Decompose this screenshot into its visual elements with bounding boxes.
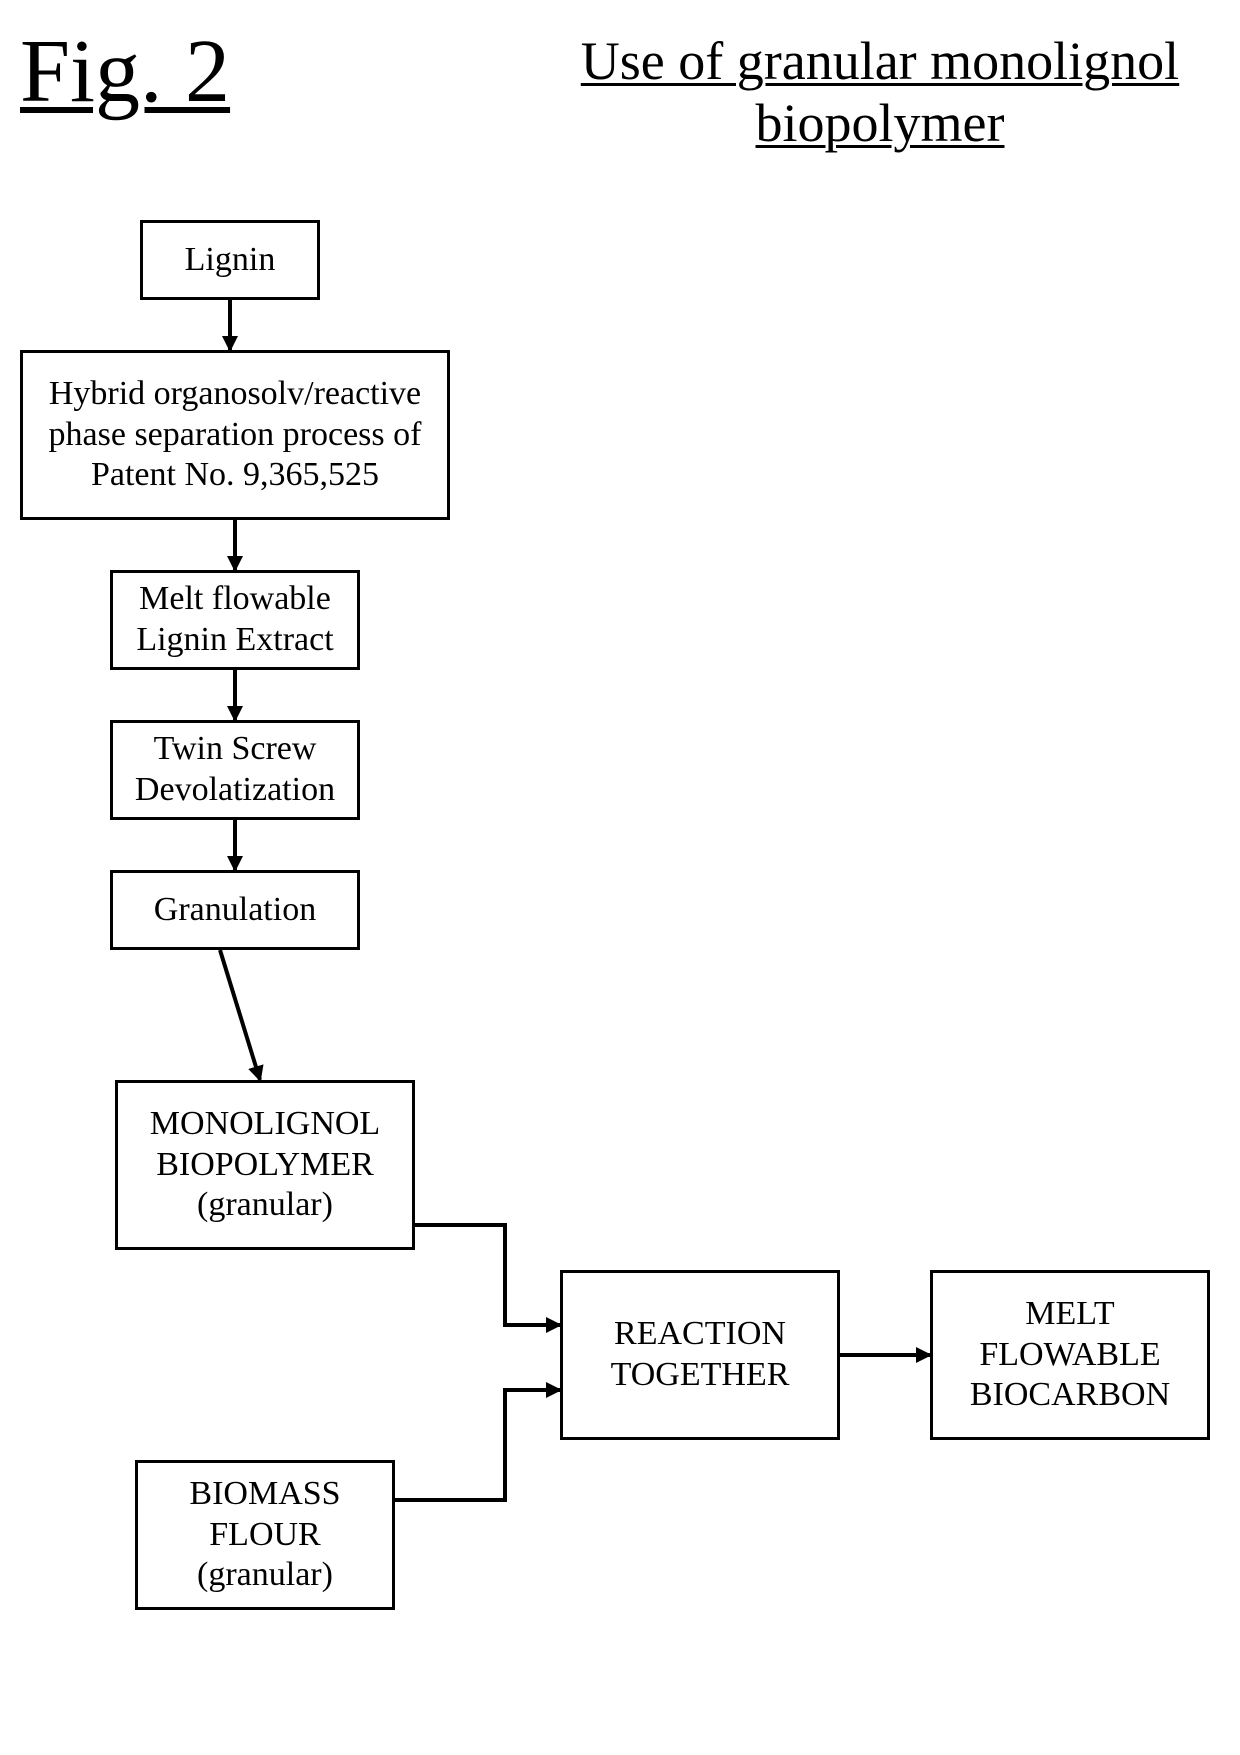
flowchart-node-monolignol: MONOLIGNOL BIOPOLYMER (granular) xyxy=(115,1080,415,1250)
flowchart-node-lignin: Lignin xyxy=(140,220,320,300)
edge-monolignol-to-reaction xyxy=(415,1225,560,1325)
flowchart-node-biocarbon: MELT FLOWABLE BIOCARBON xyxy=(930,1270,1210,1440)
flowchart-node-melt: Melt flowable Lignin Extract xyxy=(110,570,360,670)
edge-biomass-to-reaction xyxy=(395,1390,560,1500)
figure-title: Use of granular monolignol biopolymer xyxy=(520,30,1240,154)
flowchart-node-granulation: Granulation xyxy=(110,870,360,950)
flowchart-node-twin: Twin Screw Devolatization xyxy=(110,720,360,820)
figure-label: Fig. 2 xyxy=(20,20,230,123)
flowchart-node-biomass: BIOMASS FLOUR (granular) xyxy=(135,1460,395,1610)
edge-granulation-to-monolignol xyxy=(220,950,260,1080)
flowchart-node-process: Hybrid organosolv/reactive phase separat… xyxy=(20,350,450,520)
flowchart-node-reaction: REACTION TOGETHER xyxy=(560,1270,840,1440)
